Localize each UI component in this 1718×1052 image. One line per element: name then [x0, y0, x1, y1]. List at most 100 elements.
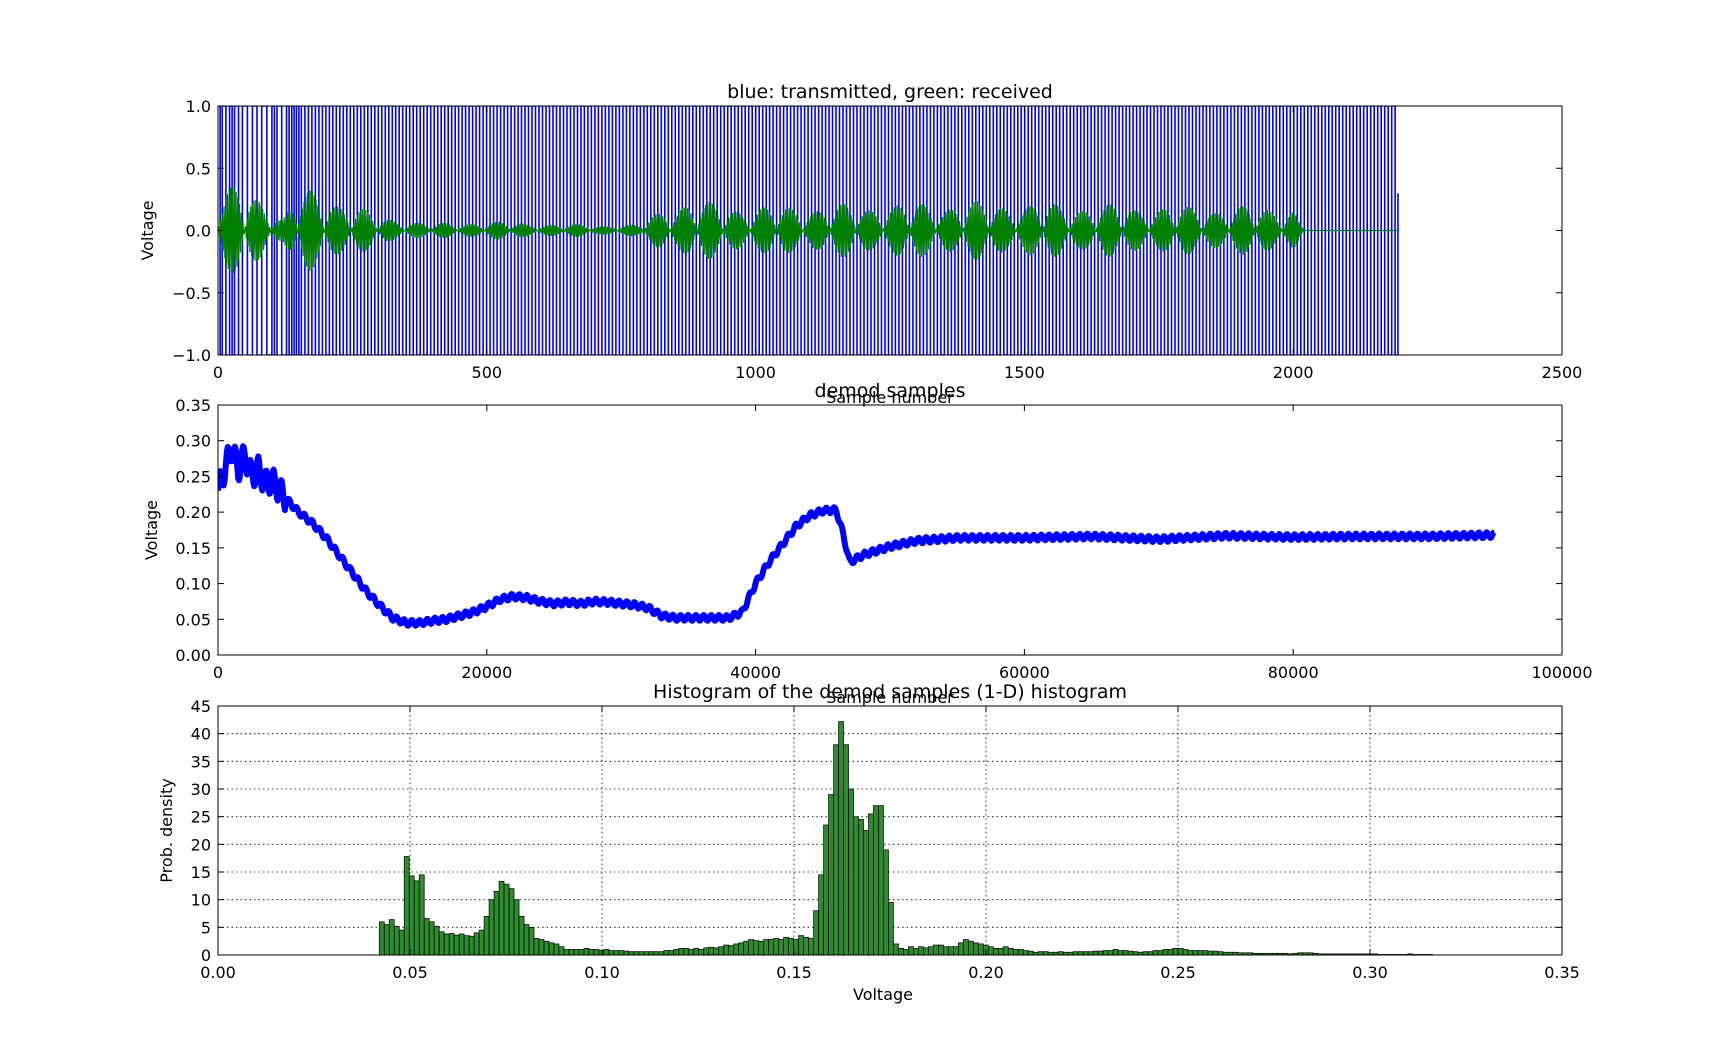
ticks: 0 20000 40000 60000 80000 100000 0.00 0.05 0.10 0…	[175, 396, 1592, 682]
y-tick-label: 5	[201, 918, 211, 937]
histogram-bar	[733, 943, 740, 955]
x-tick-label: 0.20	[968, 963, 1004, 982]
y-tick-label: 25	[191, 808, 211, 827]
histogram-bar	[758, 940, 765, 955]
axes-frame	[217, 705, 1563, 956]
histogram-bar	[798, 935, 804, 955]
histogram-bar	[948, 946, 954, 955]
histogram-bar	[553, 943, 560, 955]
histogram-bar	[1182, 949, 1189, 955]
histogram-bar	[468, 935, 475, 955]
y-tick-label: 40	[191, 725, 211, 744]
histogram-bar	[1027, 950, 1034, 955]
histogram-bar	[1097, 950, 1104, 955]
x-tick-label: 20000	[461, 663, 512, 682]
histogram-bar	[463, 935, 470, 955]
histogram-bar	[573, 949, 580, 955]
x-tick-label: 2500	[1542, 363, 1583, 382]
histogram-bar	[488, 899, 495, 955]
histogram-bar	[1017, 949, 1024, 955]
histogram-bar	[1007, 948, 1014, 955]
histogram-bar	[443, 933, 450, 955]
x-tick-label: 1000	[735, 363, 776, 382]
histogram-bar	[833, 744, 839, 955]
histogram-bar	[618, 950, 625, 955]
histogram-bar	[1122, 950, 1129, 955]
x-tick-label: 0.30	[1352, 963, 1388, 982]
histogram-bar	[928, 946, 934, 955]
y-tick-label: −0.5	[172, 284, 211, 303]
histogram-bar	[943, 946, 949, 955]
histogram-bar	[603, 949, 610, 955]
histogram-bar	[878, 805, 884, 955]
histogram-bar	[588, 949, 595, 955]
histogram-bar	[972, 942, 979, 955]
histogram-bar	[898, 948, 904, 955]
histogram-bar	[1157, 950, 1164, 955]
histogram-bar	[423, 918, 430, 955]
histogram-bar	[1167, 949, 1174, 955]
histogram-bar	[888, 902, 894, 955]
y-tick-label: 45	[191, 697, 211, 716]
chart-title: Histogram of the demod samples (1-D) his…	[653, 681, 1127, 703]
histogram-bar	[683, 948, 690, 955]
chart-panel-3: 0.00 0.05 0.10 0.15 0.20 0.25 0.30 0.35 0 5 10 15 20…	[157, 681, 1580, 1004]
x-tick-label: 60000	[999, 663, 1050, 682]
histogram-bar	[413, 880, 420, 955]
histogram-bar	[853, 816, 859, 955]
histogram-bar	[503, 883, 510, 955]
histogram-bar	[738, 942, 745, 955]
histogram-bar	[613, 950, 620, 955]
histogram-bar	[728, 945, 735, 955]
y-tick-label: 0.25	[175, 467, 211, 486]
histogram-bar	[408, 875, 415, 955]
histogram-bar	[808, 938, 814, 955]
histogram-bar	[967, 940, 974, 955]
histogram-bar	[678, 948, 685, 955]
histogram-bar	[987, 946, 994, 955]
histogram-bar	[1117, 950, 1124, 955]
y-tick-label: 0.35	[175, 396, 211, 415]
histogram-bar	[992, 948, 999, 955]
histogram-bar	[438, 931, 445, 955]
histogram-bar	[608, 950, 615, 955]
histogram-bar	[1012, 949, 1019, 955]
x-tick-label: 0.35	[1544, 963, 1580, 982]
histogram-bar	[778, 939, 784, 955]
grid-lines	[218, 706, 1562, 955]
histogram-bar	[698, 949, 705, 955]
x-tick-label: 0.15	[776, 963, 812, 982]
x-tick-label: 100000	[1531, 663, 1592, 682]
histogram-bar	[858, 819, 864, 955]
x-tick-label: 1500	[1004, 363, 1045, 382]
histogram-bar	[473, 932, 480, 955]
chart-title: demod samples	[815, 380, 966, 402]
y-tick-label: 15	[191, 863, 211, 882]
histogram-bar	[818, 874, 824, 955]
histogram-bar	[543, 940, 550, 955]
histogram-bar	[823, 824, 829, 955]
histogram-bar	[748, 939, 755, 955]
x-axis-label: Voltage	[853, 985, 913, 1004]
histogram-bar	[453, 934, 460, 955]
chart-panel-2: 0 20000 40000 60000 80000 100000 0.00 0.05 0.10 0…	[142, 380, 1593, 707]
y-tick-label: 35	[191, 752, 211, 771]
histogram-bar	[448, 933, 455, 955]
series-received-line	[218, 187, 1398, 274]
x-axis-label: Sample number	[826, 388, 954, 407]
histogram-bar	[688, 949, 695, 955]
histogram-bar	[598, 950, 605, 955]
histogram-bar	[673, 949, 680, 955]
histogram-bar	[1202, 950, 1209, 955]
y-tick-label: 0.5	[186, 159, 211, 178]
histogram-bar	[938, 944, 944, 955]
x-tick-label: 0	[213, 363, 223, 382]
histogram-bar	[723, 944, 730, 955]
histogram-bar	[1207, 950, 1214, 955]
y-axis-label: Voltage	[138, 200, 157, 260]
histogram-bar	[913, 948, 919, 955]
x-tick-label: 40000	[730, 663, 781, 682]
histogram-bar	[848, 788, 854, 955]
y-axis-label: Voltage	[142, 500, 161, 560]
